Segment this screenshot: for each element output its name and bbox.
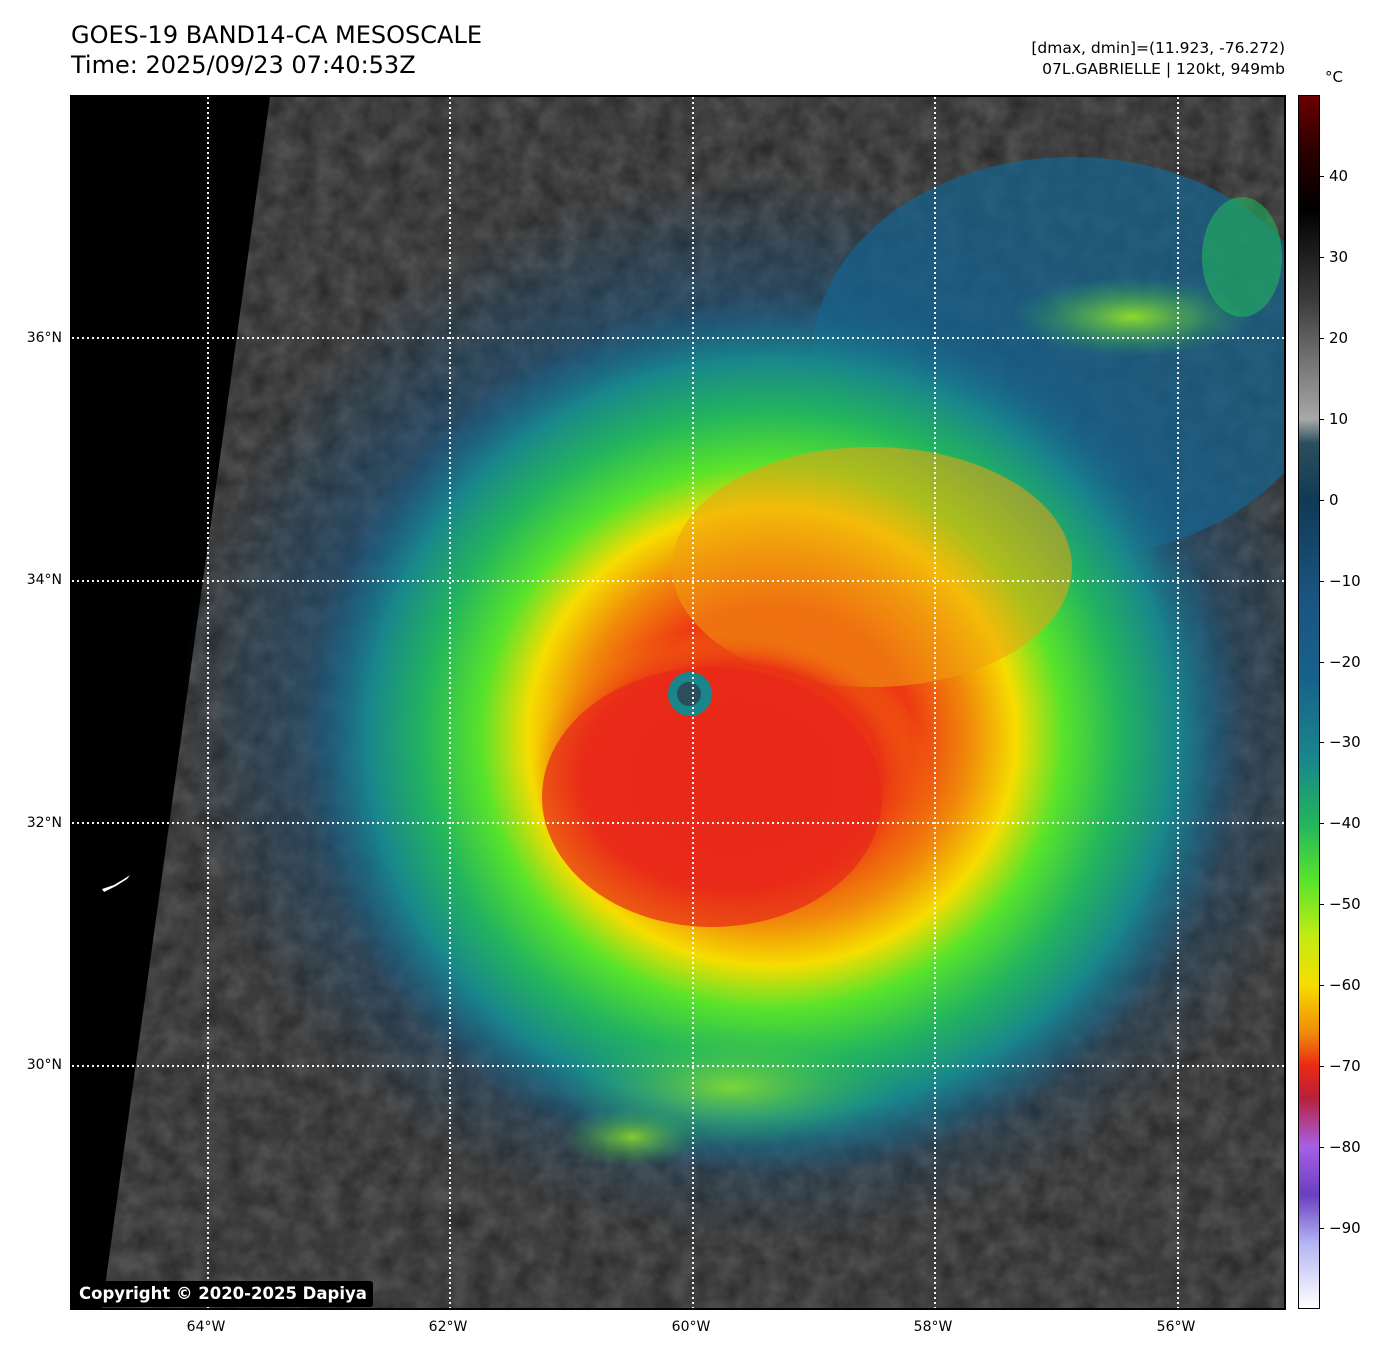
satellite-map[interactable] [70, 95, 1286, 1310]
colorbar-tick-mark [1320, 337, 1324, 339]
colorbar-tick-mark [1320, 499, 1324, 501]
lon-label-58: 58°W [913, 1319, 953, 1335]
colorbar-tick-mark [1320, 742, 1324, 744]
colorbar-tick-mark [1320, 1147, 1324, 1149]
dmax-dmin-readout: [dmax, dmin]=(11.923, -76.272) [1031, 39, 1285, 57]
colorbar-tick-mark [1320, 1228, 1324, 1230]
colorbar-tick-label: −80 [1329, 1138, 1361, 1157]
lat-label-30: 30°N [26, 1057, 62, 1073]
lon-label-64: 64°W [186, 1319, 226, 1335]
lon-label-60: 60°W [671, 1319, 711, 1335]
lon-label-56: 56°W [1156, 1319, 1196, 1335]
colorbar-tick-label: −60 [1329, 976, 1361, 995]
lat-label-36: 36°N [26, 330, 62, 346]
colorbar-tick-label: −90 [1329, 1219, 1361, 1238]
infrared-imagery [72, 97, 1284, 1308]
colorbar-unit: °C [1325, 68, 1343, 86]
colorbar-tick-label: −30 [1329, 733, 1361, 752]
image-title: GOES-19 BAND14-CA MESOSCALE [71, 21, 482, 49]
colorbar-tick-mark [1320, 904, 1324, 906]
colorbar-tick-mark [1320, 985, 1324, 987]
colorbar-tick-label: −70 [1329, 1057, 1361, 1076]
colorbar-tick-mark [1320, 256, 1324, 258]
colorbar-tick-label: −40 [1329, 814, 1361, 833]
colorbar-tick-label: 40 [1329, 166, 1349, 185]
lon-label-62: 62°W [428, 1319, 468, 1335]
lat-label-34: 34°N [26, 572, 62, 588]
storm-eye [677, 682, 701, 706]
bermuda-island [102, 875, 130, 892]
copyright-label: Copyright © 2020-2025 Dapiya [73, 1281, 373, 1307]
storm-info: 07L.GABRIELLE | 120kt, 949mb [1042, 60, 1285, 78]
lat-label-32: 32°N [26, 815, 62, 831]
colorbar-tick-label: 10 [1329, 409, 1349, 428]
colorbar-tick-label: 20 [1329, 328, 1349, 347]
colorbar-tick-mark [1320, 661, 1324, 663]
colorbar-tick-label: −20 [1329, 652, 1361, 671]
colorbar-tick-label: 0 [1329, 490, 1339, 509]
colorbar-tick-mark [1320, 418, 1324, 420]
colorbar-tick-label: −10 [1329, 571, 1361, 590]
colorbar-tick-mark [1320, 580, 1324, 582]
temperature-colorbar [1298, 95, 1320, 1309]
colorbar-tick-mark [1320, 175, 1324, 177]
colorbar-tick-label: −50 [1329, 895, 1361, 914]
image-timestamp: Time: 2025/09/23 07:40:53Z [71, 51, 416, 79]
colorbar-tick-label: 30 [1329, 247, 1349, 266]
colorbar-tick-mark [1320, 823, 1324, 825]
colorbar-tick-mark [1320, 1066, 1324, 1068]
